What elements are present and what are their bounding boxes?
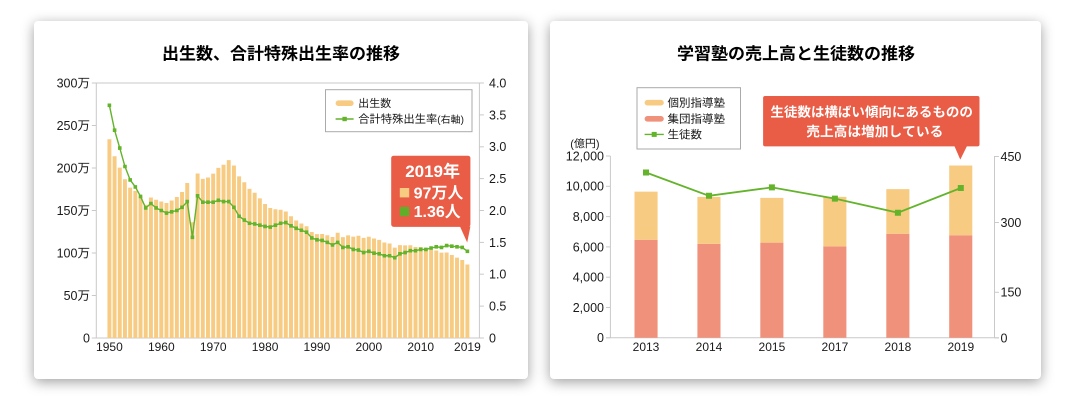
svg-text:1980: 1980 xyxy=(252,340,279,354)
svg-text:100: 100 xyxy=(57,246,78,260)
svg-text:2000: 2000 xyxy=(355,340,382,354)
svg-text:97: 97 xyxy=(414,185,432,202)
svg-text:150: 150 xyxy=(57,204,78,218)
svg-text:0: 0 xyxy=(1000,331,1007,345)
svg-text:1990: 1990 xyxy=(304,340,331,354)
svg-text:2.0: 2.0 xyxy=(489,204,506,218)
svg-text:2013: 2013 xyxy=(632,340,659,354)
svg-text:2019: 2019 xyxy=(947,340,974,354)
svg-text:): ) xyxy=(595,138,599,150)
svg-text:10,000: 10,000 xyxy=(565,180,603,194)
svg-text:1960: 1960 xyxy=(148,340,175,354)
svg-text:2017: 2017 xyxy=(821,340,848,354)
svg-text:2,000: 2,000 xyxy=(572,301,603,315)
svg-text:4,000: 4,000 xyxy=(572,271,603,285)
svg-text:0: 0 xyxy=(489,331,496,345)
svg-text:1.0: 1.0 xyxy=(489,268,506,282)
svg-text:2015: 2015 xyxy=(758,340,785,354)
svg-text:0: 0 xyxy=(83,331,90,345)
svg-text:3.0: 3.0 xyxy=(489,140,506,154)
svg-text:12,000: 12,000 xyxy=(565,149,603,163)
svg-text:2019: 2019 xyxy=(405,162,443,181)
svg-text:): ) xyxy=(461,115,464,126)
svg-text:8,000: 8,000 xyxy=(572,210,603,224)
svg-text:3.5: 3.5 xyxy=(489,108,506,122)
svg-text:(: ( xyxy=(570,138,574,150)
svg-text:(: ( xyxy=(437,115,441,126)
svg-text:450: 450 xyxy=(1000,150,1021,164)
svg-text:1970: 1970 xyxy=(200,340,227,354)
svg-text:300: 300 xyxy=(1000,216,1021,230)
svg-text:2018: 2018 xyxy=(884,340,911,354)
svg-text:300: 300 xyxy=(57,76,78,90)
svg-text:150: 150 xyxy=(1000,286,1021,300)
svg-text:50: 50 xyxy=(64,289,78,303)
svg-text:0.5: 0.5 xyxy=(489,300,506,314)
svg-text:2019: 2019 xyxy=(454,340,481,354)
svg-text:2014: 2014 xyxy=(695,340,722,354)
svg-text:1.5: 1.5 xyxy=(489,236,506,250)
svg-text:0: 0 xyxy=(597,331,604,345)
svg-text:2.5: 2.5 xyxy=(489,172,506,186)
svg-text:1950: 1950 xyxy=(96,340,123,354)
svg-text:250: 250 xyxy=(57,119,78,133)
svg-text:2010: 2010 xyxy=(407,340,434,354)
svg-text:6,000: 6,000 xyxy=(572,240,603,254)
svg-text:200: 200 xyxy=(57,161,78,175)
svg-text:4.0: 4.0 xyxy=(489,76,506,90)
svg-text:1.36: 1.36 xyxy=(414,204,445,221)
